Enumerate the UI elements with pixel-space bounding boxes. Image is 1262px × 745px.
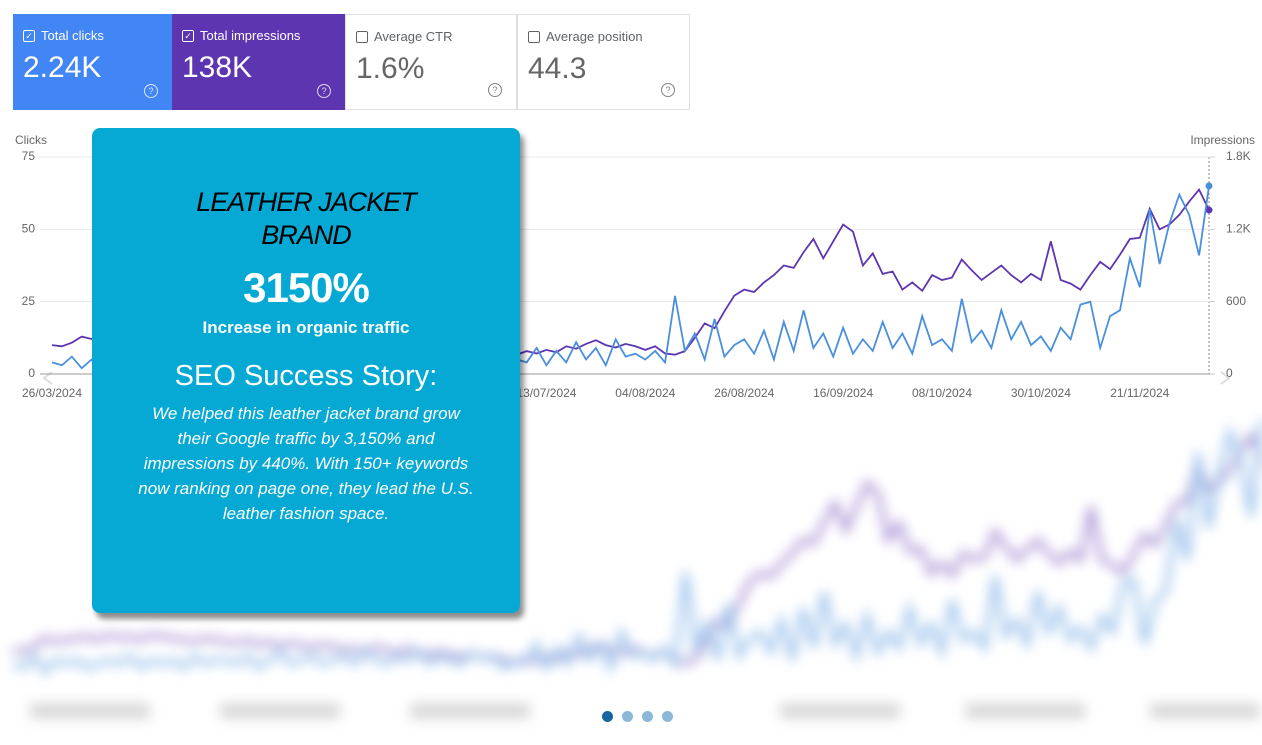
metric-label-row: ✓ Total clicks bbox=[23, 28, 162, 43]
x-tick-label: 21/11/2024 bbox=[1110, 386, 1169, 400]
help-icon[interactable]: ? bbox=[317, 84, 331, 98]
card-body: We helped this leather jacket brand grow… bbox=[138, 404, 474, 523]
metric-label-row: Average CTR bbox=[356, 29, 506, 44]
dot[interactable] bbox=[601, 710, 613, 722]
y2-tick-label: 1.2K bbox=[1226, 222, 1251, 236]
y-tick-label: 0 bbox=[28, 366, 35, 380]
blurred-line bbox=[12, 429, 1262, 666]
background-blur bbox=[12, 419, 1262, 719]
checkbox[interactable] bbox=[528, 30, 540, 43]
help-icon[interactable]: ? bbox=[661, 83, 675, 97]
y-tick-label: 25 bbox=[22, 294, 36, 308]
end-point bbox=[1205, 182, 1213, 190]
y-tick-label: 50 bbox=[22, 222, 36, 236]
metric-label: Total impressions bbox=[200, 28, 301, 43]
y-axis-label: Clicks bbox=[15, 133, 47, 147]
card-title: LEATHER JACKET BRAND bbox=[196, 187, 417, 250]
metric-tile[interactable]: ✓ Total clicks 2.24K? bbox=[13, 14, 172, 110]
metric-label-row: Average position bbox=[528, 29, 679, 44]
metric-label: Total clicks bbox=[41, 28, 104, 43]
dot[interactable] bbox=[641, 710, 653, 722]
x-tick-label: 26/08/2024 bbox=[714, 386, 774, 400]
metric-label: Average CTR bbox=[374, 29, 453, 44]
metric-value: 2.24K bbox=[23, 51, 102, 84]
x-tick-label: 26/03/2024 bbox=[22, 386, 82, 400]
help-icon[interactable]: ? bbox=[488, 83, 502, 97]
checkbox[interactable] bbox=[356, 30, 368, 43]
blurred-line bbox=[12, 419, 1262, 677]
x-tick-label: 08/10/2024 bbox=[912, 386, 972, 400]
metric-label-row: ✓ Total impressions bbox=[182, 28, 335, 43]
metric-value: 138K bbox=[182, 51, 253, 84]
card-stat-label: Increase in organic traffic bbox=[202, 318, 410, 337]
checkbox[interactable]: ✓ bbox=[23, 29, 35, 42]
metric-value: 1.6% bbox=[356, 52, 425, 85]
metric-tile[interactable]: Average position 44.3? bbox=[517, 14, 690, 110]
x-tick-label: 13/07/2024 bbox=[516, 386, 576, 400]
y2-tick-label: 1.8K bbox=[1226, 149, 1251, 163]
x-tick-label: 30/10/2024 bbox=[1011, 386, 1071, 400]
metric-value: 44.3 bbox=[528, 52, 587, 85]
x-tick-label: 16/09/2024 bbox=[813, 386, 873, 400]
metric-label: Average position bbox=[546, 29, 643, 44]
checkbox[interactable]: ✓ bbox=[182, 29, 194, 42]
card-stat: 3150% bbox=[243, 264, 370, 311]
y2-tick-label: 600 bbox=[1226, 294, 1246, 308]
end-point bbox=[1205, 206, 1213, 214]
x-tick-label: 04/08/2024 bbox=[615, 386, 675, 400]
y2-tick-label: 0 bbox=[1226, 366, 1233, 380]
story-card: LEATHER JACKET BRAND 3150% Increase in o… bbox=[92, 128, 520, 613]
card-heading: SEO Success Story: bbox=[174, 360, 438, 392]
dot[interactable] bbox=[661, 710, 673, 722]
help-icon[interactable]: ? bbox=[144, 84, 158, 98]
y-tick-label: 75 bbox=[22, 149, 36, 163]
metric-tile[interactable]: ✓ Total impressions 138K? bbox=[172, 14, 345, 110]
right-arrow[interactable] bbox=[1220, 371, 1231, 385]
y2-axis-label: Impressions bbox=[1190, 133, 1255, 147]
dot[interactable] bbox=[621, 710, 633, 722]
metric-tile[interactable]: Average CTR 1.6%? bbox=[345, 14, 517, 110]
pagination bbox=[594, 703, 680, 729]
